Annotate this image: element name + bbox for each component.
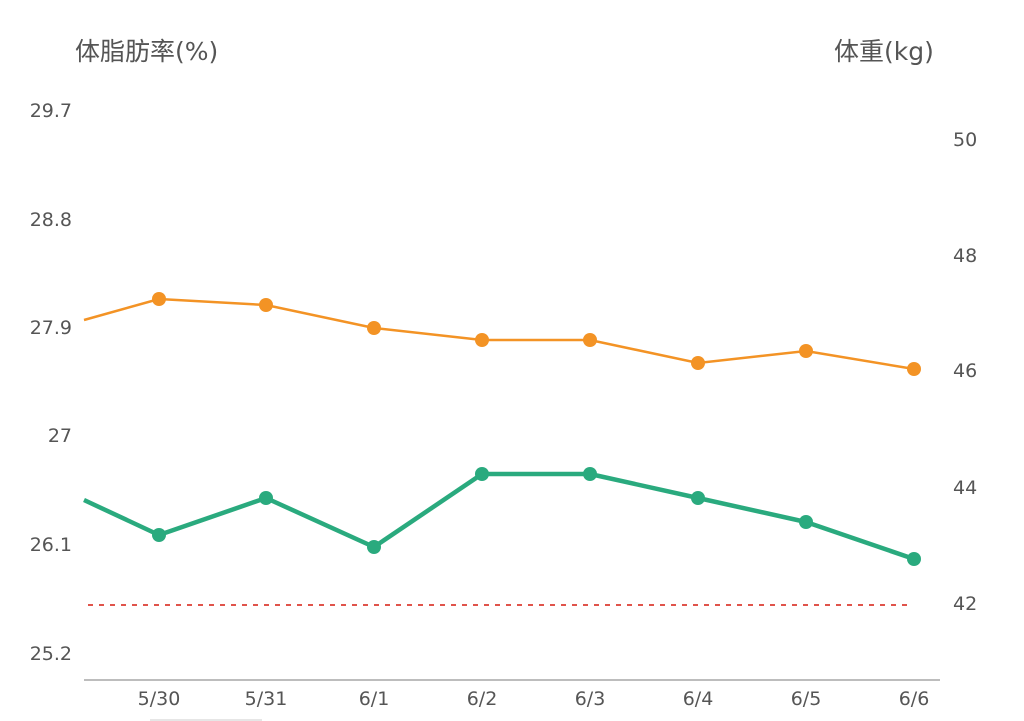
body-fat-point[interactable] [152, 528, 166, 542]
body-fat-point[interactable] [691, 491, 705, 505]
x-tick: 6/1 [358, 688, 390, 710]
x-tick: 6/4 [682, 688, 714, 710]
body-fat-point[interactable] [583, 467, 597, 481]
left-tick: 29.7 [29, 100, 72, 122]
body-fat-point[interactable] [475, 467, 489, 481]
left-tick: 25.2 [29, 643, 72, 665]
weight-point[interactable] [799, 344, 813, 358]
right-tick: 48 [953, 245, 978, 267]
body-fat-series [83, 467, 921, 566]
right-tick: 50 [953, 129, 978, 151]
x-tick: 6/2 [466, 688, 498, 710]
weight-point[interactable] [691, 356, 705, 370]
weight-series [83, 292, 921, 376]
left-axis-title: 体脂肪率(%) [75, 37, 219, 66]
weight-point[interactable] [367, 321, 381, 335]
body-fat-point[interactable] [259, 491, 273, 505]
right-tick: 46 [953, 360, 978, 382]
weight-point[interactable] [475, 333, 489, 347]
weight-point[interactable] [152, 292, 166, 306]
x-tick: 6/3 [574, 688, 606, 710]
right-tick: 44 [953, 477, 978, 499]
weight-point[interactable] [583, 333, 597, 347]
body-fat-point[interactable] [907, 552, 921, 566]
left-tick: 26.1 [29, 534, 72, 556]
weight-point[interactable] [259, 298, 273, 312]
x-tick: 6/5 [790, 688, 822, 710]
x-tick: 5/31 [244, 688, 288, 710]
weight-point[interactable] [907, 362, 921, 376]
left-tick: 28.8 [29, 209, 72, 231]
right-tick: 42 [953, 593, 978, 615]
left-tick: 27.9 [29, 317, 72, 339]
body-fat-point[interactable] [799, 515, 813, 529]
x-tick: 6/6 [898, 688, 930, 710]
right-axis-title: 体重(kg) [834, 37, 934, 66]
x-tick: 5/30 [137, 688, 181, 710]
left-tick: 27 [47, 425, 72, 447]
body-fat-point[interactable] [367, 540, 381, 554]
